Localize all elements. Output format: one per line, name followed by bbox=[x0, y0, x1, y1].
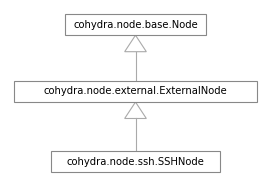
FancyBboxPatch shape bbox=[14, 81, 257, 102]
Text: cohydra.node.base.Node: cohydra.node.base.Node bbox=[73, 20, 198, 30]
FancyBboxPatch shape bbox=[65, 14, 206, 35]
Polygon shape bbox=[125, 102, 146, 119]
Polygon shape bbox=[125, 35, 146, 52]
FancyBboxPatch shape bbox=[51, 152, 220, 172]
Text: cohydra.node.external.ExternalNode: cohydra.node.external.ExternalNode bbox=[44, 87, 227, 96]
Text: cohydra.node.ssh.SSHNode: cohydra.node.ssh.SSHNode bbox=[67, 157, 204, 167]
